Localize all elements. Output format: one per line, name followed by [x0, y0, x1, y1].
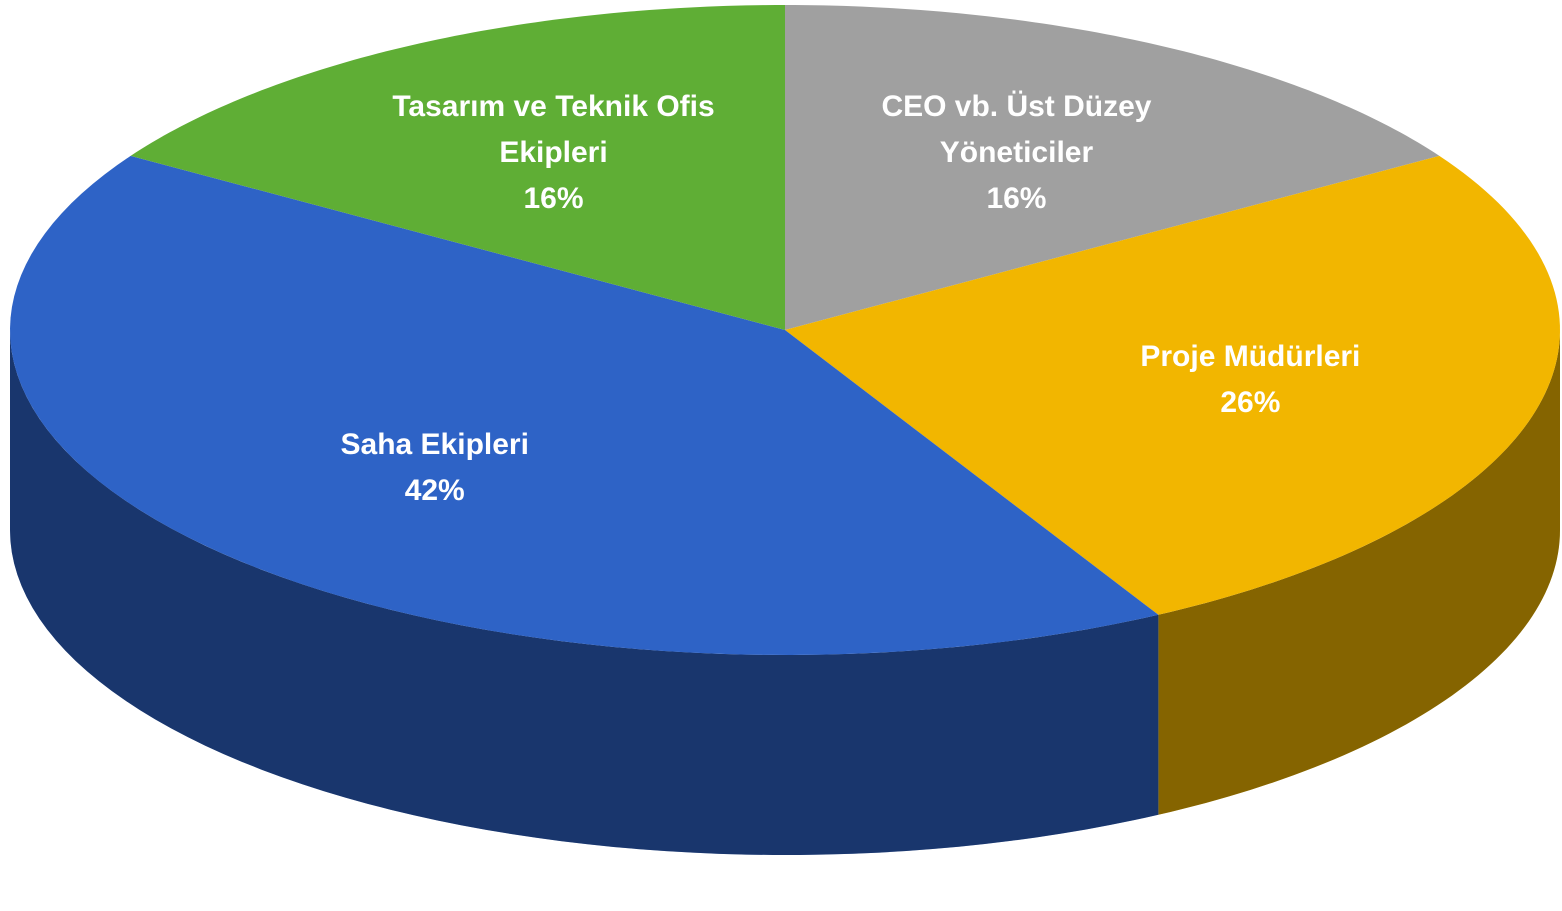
- slice-side: [10, 330, 1159, 855]
- slice: [785, 155, 1560, 615]
- slice-label: Proje Müdürleri 26%: [1070, 334, 1430, 426]
- slice-side-shade: [10, 330, 1159, 855]
- value-label: 26%: [1220, 386, 1281, 420]
- slice: [10, 155, 1159, 655]
- slice-label: Tasarım ve Teknik Ofis Ekipleri 16%: [374, 84, 734, 222]
- category-label: Proje Müdürleri: [1140, 340, 1361, 374]
- slice: [130, 5, 785, 330]
- value-label: 42%: [404, 473, 465, 507]
- slice-side: [1158, 330, 1560, 815]
- slice-label: CEO vb. Üst Düzey Yöneticiler 16%: [836, 84, 1196, 222]
- category-label: CEO vb. Üst Düzey Yöneticiler: [881, 90, 1152, 170]
- category-label: Saha Ekipleri: [340, 427, 529, 461]
- category-label: Tasarım ve Teknik Ofis Ekipleri: [392, 90, 715, 170]
- slice-label: Saha Ekipleri 42%: [255, 422, 615, 514]
- value-label: 16%: [986, 182, 1047, 216]
- value-label: 16%: [523, 182, 584, 216]
- slice-side-shade: [1158, 330, 1560, 815]
- slice: [785, 5, 1440, 330]
